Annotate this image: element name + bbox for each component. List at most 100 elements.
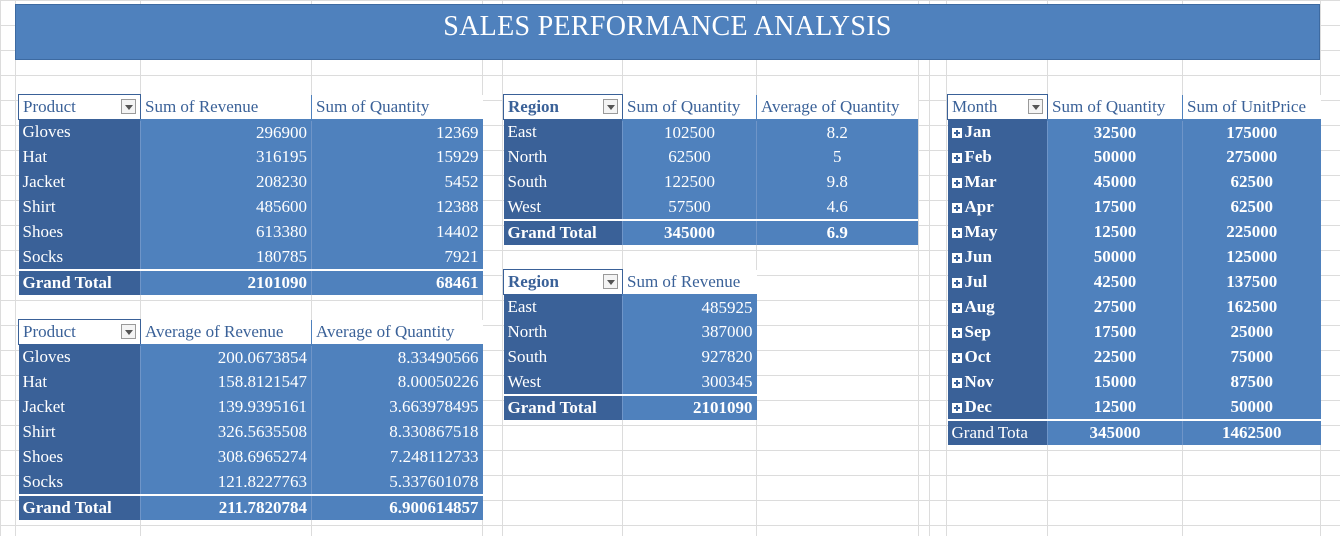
month-cell-text: 22500 bbox=[1093, 347, 1137, 366]
pivot-product-sum[interactable]: Product Sum of Revenue Sum of Quantity Glov… bbox=[18, 94, 483, 295]
product_sum-total-text: 2101090 bbox=[247, 272, 308, 292]
region_qty-header-0[interactable]: Region bbox=[503, 94, 623, 120]
month-row[interactable]: Nov 15000 87500 bbox=[947, 369, 1321, 395]
product_avg-row[interactable]: Gloves 200.0673854 8.33490566 bbox=[18, 344, 483, 370]
product_sum-row[interactable]: Hat 316195 15929 bbox=[18, 144, 483, 170]
region_qty-cell-text: 9.8 bbox=[826, 172, 848, 191]
product_sum-header-row: Product Sum of Revenue Sum of Quantity bbox=[18, 94, 483, 121]
product_avg-header-0[interactable]: Product bbox=[18, 319, 141, 345]
region_qty-row[interactable]: South 122500 9.8 bbox=[503, 169, 918, 195]
product_sum-cell-text: 12369 bbox=[436, 122, 479, 142]
region_rev-total-cell: 2101090 bbox=[622, 393, 757, 420]
expand-plus-icon[interactable] bbox=[951, 303, 962, 313]
month-row[interactable]: Jun 50000 125000 bbox=[947, 244, 1321, 270]
product_sum-cell: Socks bbox=[18, 244, 141, 270]
month-total-cell: 1462500 bbox=[1182, 418, 1321, 445]
expand-plus-icon[interactable] bbox=[951, 253, 962, 263]
month-header-1: Sum of Quantity bbox=[1047, 94, 1183, 121]
expand-plus-icon[interactable] bbox=[951, 378, 962, 388]
region_rev-row[interactable]: North 387000 bbox=[503, 319, 757, 345]
product_avg-row[interactable]: Jacket 139.9395161 3.663978495 bbox=[18, 394, 483, 420]
product_avg-row[interactable]: Socks 121.8227763 5.337601078 bbox=[18, 469, 483, 495]
expand-plus-icon[interactable] bbox=[951, 128, 962, 139]
region_rev-row[interactable]: South 927820 bbox=[503, 344, 757, 370]
month-row[interactable]: Oct 22500 75000 bbox=[947, 344, 1321, 370]
month-cell: Dec bbox=[947, 394, 1048, 420]
product_avg-cell: 326.5635508 bbox=[140, 419, 312, 445]
product_avg-cell: Socks bbox=[18, 469, 141, 495]
region_rev-cell-text: West bbox=[507, 371, 542, 391]
month-row[interactable]: Feb 50000 275000 bbox=[947, 144, 1321, 170]
region_rev-total-cell: Grand Total bbox=[503, 393, 623, 420]
month-cell: Feb bbox=[947, 144, 1048, 170]
product_sum-row[interactable]: Socks 180785 7921 bbox=[18, 244, 483, 270]
region_rev-header-row: Region Sum of Revenue bbox=[503, 269, 757, 296]
month-cell: 12500 bbox=[1047, 219, 1183, 245]
region_qty-cell-text: 5 bbox=[833, 147, 842, 166]
product_avg-row[interactable]: Shirt 326.5635508 8.330867518 bbox=[18, 419, 483, 445]
region_rev-total-text: 2101090 bbox=[693, 397, 753, 417]
region_rev-row[interactable]: West 300345 bbox=[503, 369, 757, 395]
region_qty-row[interactable]: East 102500 8.2 bbox=[503, 119, 918, 145]
product_sum-cell: 485600 bbox=[140, 194, 312, 220]
expand-plus-icon[interactable] bbox=[951, 278, 962, 288]
month-cell: 275000 bbox=[1182, 144, 1321, 170]
region_rev-row[interactable]: East 485925 bbox=[503, 294, 757, 320]
month-row[interactable]: Mar 45000 62500 bbox=[947, 169, 1321, 195]
product_avg-cell-text: 8.330867518 bbox=[389, 422, 479, 441]
filter-dropdown-icon[interactable] bbox=[1028, 99, 1043, 114]
product_avg-cell-text: 8.00050226 bbox=[397, 372, 479, 391]
month-cell-text: 175000 bbox=[1226, 122, 1278, 142]
product_avg-header-2: Average of Quantity bbox=[311, 319, 483, 346]
filter-dropdown-icon[interactable] bbox=[603, 99, 618, 114]
product_sum-cell-text: 208230 bbox=[256, 172, 307, 191]
month-cell-text: 17500 bbox=[1093, 197, 1137, 216]
pivot-region-quantity[interactable]: Region Sum of Quantity Average of Quantity… bbox=[503, 94, 918, 245]
product_sum-row[interactable]: Jacket 208230 5452 bbox=[18, 169, 483, 195]
month-cell-text: 27500 bbox=[1093, 297, 1137, 316]
month-row[interactable]: Dec 12500 50000 bbox=[947, 394, 1321, 420]
month-cell-text: Jun bbox=[964, 247, 992, 266]
filter-dropdown-icon[interactable] bbox=[603, 274, 618, 289]
expand-plus-icon[interactable] bbox=[951, 178, 962, 188]
region_qty-row[interactable]: North 62500 5 bbox=[503, 144, 918, 170]
product_sum-row[interactable]: Shoes 613380 14402 bbox=[18, 219, 483, 245]
region_qty-header-label-1: Sum of Quantity bbox=[627, 96, 741, 116]
pivot-month[interactable]: Month Sum of Quantity Sum of UnitPrice Jan 3… bbox=[947, 94, 1321, 445]
product_sum-header-0[interactable]: Product bbox=[18, 94, 141, 120]
expand-plus-icon[interactable] bbox=[951, 328, 962, 338]
month-row[interactable]: Aug 27500 162500 bbox=[947, 294, 1321, 320]
month-row[interactable]: Apr 17500 62500 bbox=[947, 194, 1321, 220]
region_qty-total-cell: 345000 bbox=[622, 218, 757, 245]
product_avg-row[interactable]: Hat 158.8121547 8.00050226 bbox=[18, 369, 483, 395]
product_sum-cell: Shoes bbox=[18, 219, 141, 245]
product_avg-header-label-0: Product bbox=[23, 322, 76, 341]
pivot-product-average[interactable]: Product Average of Revenue Average of Quan… bbox=[18, 319, 483, 520]
month-row[interactable]: Jan 32500 175000 bbox=[947, 119, 1321, 145]
month-cell: 137500 bbox=[1182, 269, 1321, 295]
filter-dropdown-icon[interactable] bbox=[121, 99, 136, 114]
month-row[interactable]: Sep 17500 25000 bbox=[947, 319, 1321, 345]
product_avg-row[interactable]: Shoes 308.6965274 7.248112733 bbox=[18, 444, 483, 470]
region_qty-row[interactable]: West 57500 4.6 bbox=[503, 194, 918, 220]
month-row[interactable]: May 12500 225000 bbox=[947, 219, 1321, 245]
month-row[interactable]: Jul 42500 137500 bbox=[947, 269, 1321, 295]
filter-dropdown-icon[interactable] bbox=[121, 324, 136, 339]
product_sum-cell: 316195 bbox=[140, 144, 312, 170]
product_sum-row[interactable]: Shirt 485600 12388 bbox=[18, 194, 483, 220]
expand-plus-icon[interactable] bbox=[951, 402, 962, 413]
dashboard-title: SALES PERFORMANCE ANALYSIS bbox=[15, 4, 1320, 60]
month-cell: Mar bbox=[947, 169, 1048, 195]
expand-plus-icon[interactable] bbox=[951, 353, 962, 363]
expand-plus-icon[interactable] bbox=[951, 153, 962, 163]
month-cell-text: 15000 bbox=[1093, 372, 1137, 391]
pivot-region-revenue[interactable]: Region Sum of Revenue East 485925 North 38700… bbox=[503, 269, 757, 420]
month-header-label-1: Sum of Quantity bbox=[1052, 96, 1166, 116]
month-header-0[interactable]: Month bbox=[947, 94, 1048, 120]
product_sum-cell: 5452 bbox=[311, 169, 483, 195]
expand-plus-icon[interactable] bbox=[951, 203, 962, 213]
expand-plus-icon[interactable] bbox=[951, 228, 962, 238]
region_rev-header-0[interactable]: Region bbox=[503, 269, 623, 295]
product_sum-row[interactable]: Gloves 296900 12369 bbox=[18, 119, 483, 145]
product_avg-header-label-1: Average of Revenue bbox=[145, 321, 284, 341]
